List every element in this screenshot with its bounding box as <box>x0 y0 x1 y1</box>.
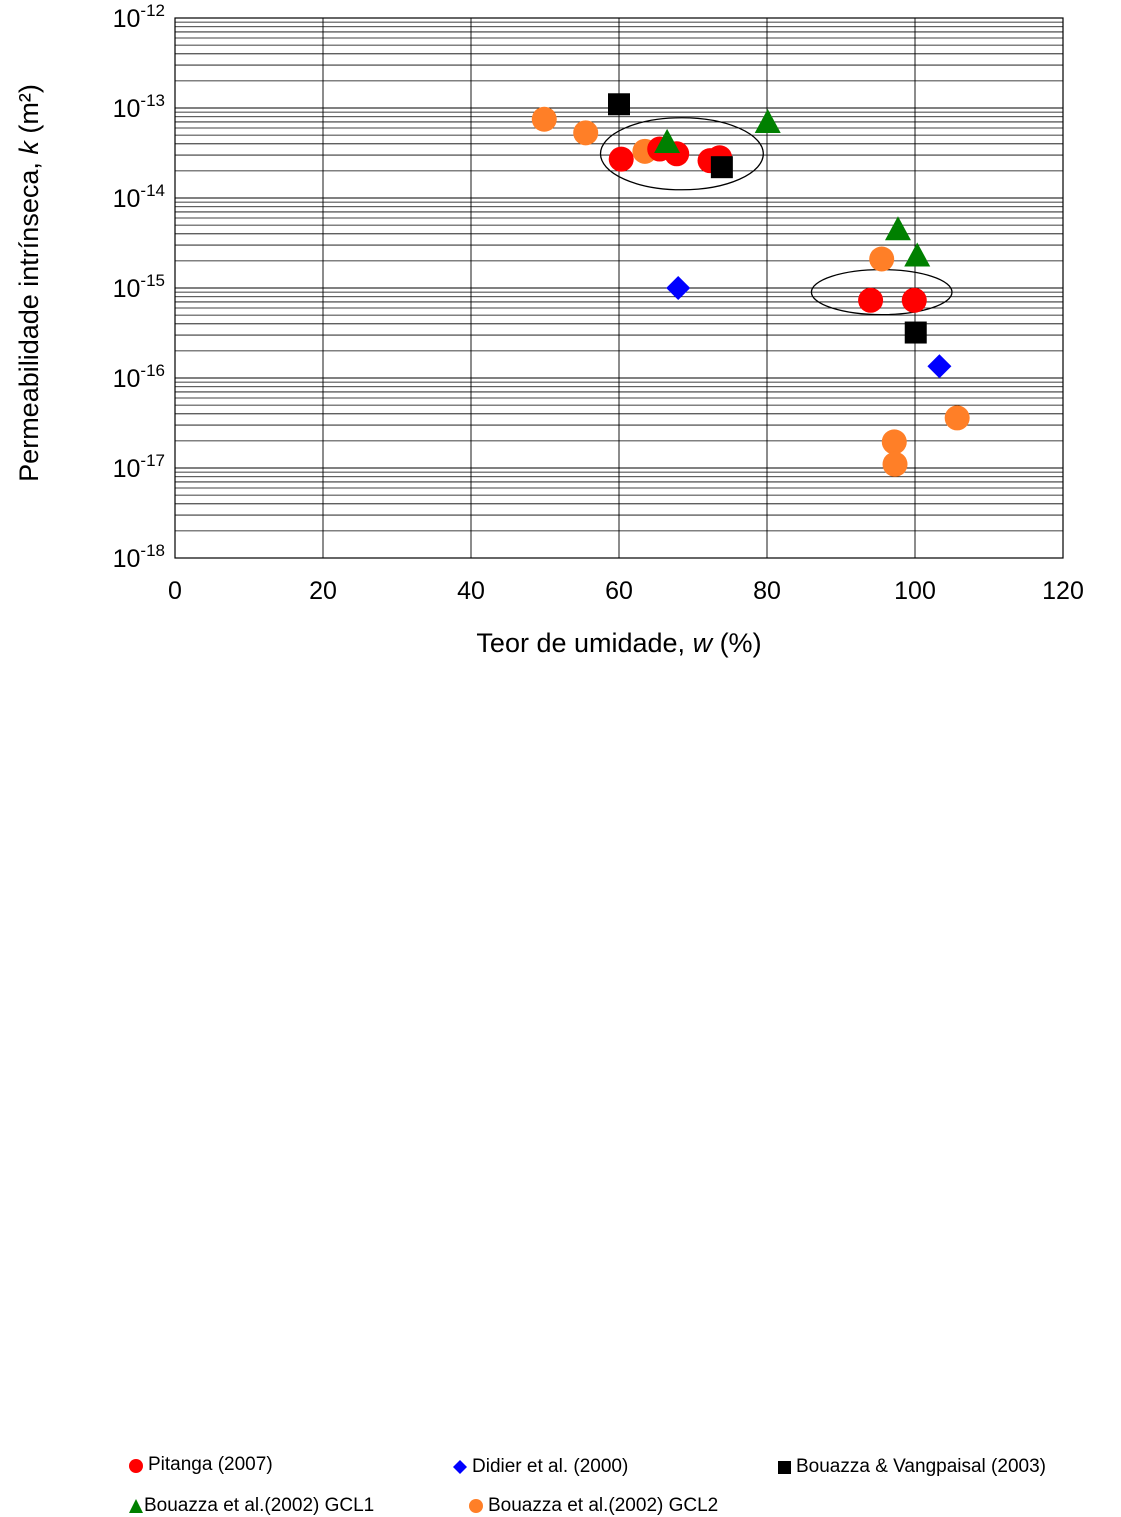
legend-item-didier: Didier et al. (2000) <box>452 1456 628 1478</box>
legend-label: Bouazza et al.(2002) GCL1 <box>144 1495 375 1516</box>
legend-item-bouazza-vangpaisal: Bouazza & Vangpaisal (2003) <box>776 1456 1046 1478</box>
data-point <box>904 321 927 344</box>
x-axis-label-var: w <box>693 628 714 658</box>
plot-area-frame <box>174 17 1064 559</box>
x-axis-label-suffix: (%) <box>712 628 762 658</box>
y-axis-label-suffix: (m²) <box>14 84 44 141</box>
x-tick-label: 40 <box>457 577 485 605</box>
legend-item-gcl2: Bouazza et al.(2002) GCL2 <box>468 1495 718 1517</box>
data-point <box>531 106 557 132</box>
y-tick-label: 10-14 <box>113 181 165 213</box>
data-point <box>927 354 952 379</box>
data-point <box>754 108 781 133</box>
tick-labels: 0 20 40 60 80 100 120 10-18 10-17 10-16 10-15 10-14… <box>113 1 1084 605</box>
x-tick-label: 100 <box>894 577 936 605</box>
blue-diamond-icon <box>453 1460 467 1474</box>
data-point <box>666 276 691 300</box>
legend-item-gcl1: Bouazza et al.(2002) GCL1 <box>128 1495 374 1517</box>
annotation-ellipse <box>599 117 764 191</box>
data-point <box>710 156 733 179</box>
x-tick-label: 60 <box>605 577 633 605</box>
y-tick-label: 10-18 <box>113 541 165 573</box>
chart-container: 0 20 40 60 80 100 120 10-18 10-17 10-16 10-15 10-14… <box>14 1 1084 1516</box>
data-point <box>881 429 907 455</box>
y-tick-label: 10-16 <box>113 361 165 393</box>
y-tick-label: 10-15 <box>113 271 165 303</box>
data-point <box>858 287 884 313</box>
data-points <box>531 93 970 477</box>
data-point <box>901 287 927 313</box>
y-tick-label: 10-13 <box>113 91 165 123</box>
x-axis-label: Teor de umidade, w (%) <box>476 628 761 658</box>
x-tick-label: 120 <box>1042 577 1084 605</box>
orange-circle-icon <box>469 1499 483 1513</box>
black-square-icon <box>778 1461 791 1474</box>
y-axis-label: Permeabilidade intrínseca, k (m²) <box>14 84 44 482</box>
data-point <box>869 246 895 272</box>
x-axis-label-prefix: Teor de umidade, <box>476 628 692 658</box>
data-point <box>573 120 599 146</box>
green-triangle-icon <box>129 1499 143 1513</box>
data-point <box>884 216 911 241</box>
red-circle-icon <box>129 1459 143 1473</box>
y-axis-label-prefix: Permeabilidade intrínseca, <box>14 155 44 482</box>
data-point <box>944 405 970 431</box>
x-tick-label: 80 <box>753 577 781 605</box>
y-tick-label: 10-17 <box>113 451 165 483</box>
data-point <box>608 146 634 172</box>
data-point <box>904 242 931 267</box>
data-point <box>608 93 630 116</box>
x-tick-label: 20 <box>309 577 337 605</box>
scatter-chart: 0 20 40 60 80 100 120 10-18 10-17 10-16 10-15 10-14… <box>14 1 1084 658</box>
data-point <box>654 128 681 153</box>
legend-label: Didier et al. (2000) <box>472 1456 629 1477</box>
y-axis-label-var: k <box>14 140 44 155</box>
x-tick-label: 0 <box>168 577 182 605</box>
legend-label: Bouazza & Vangpaisal (2003) <box>796 1456 1046 1477</box>
y-tick-label: 10-12 <box>113 1 165 33</box>
grid-lines <box>174 18 1064 559</box>
data-point <box>882 451 908 477</box>
legend-label: Pitanga (2007) <box>148 1454 273 1475</box>
legend-item-pitanga: Pitanga (2007) <box>128 1454 273 1476</box>
legend-label: Bouazza et al.(2002) GCL2 <box>488 1495 719 1516</box>
